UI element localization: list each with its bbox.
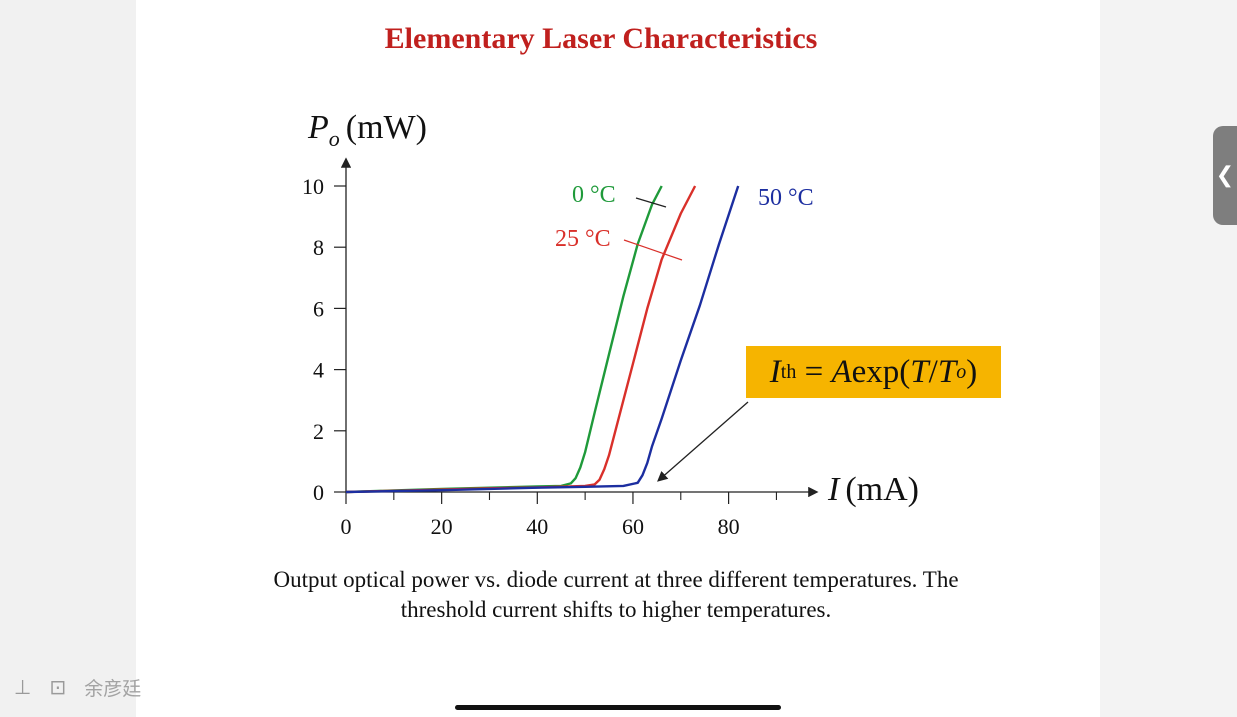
slide: Elementary Laser Characteristics Po (mW) … [136, 0, 1100, 717]
x-tick-label: 20 [431, 514, 453, 539]
series-label-25c: 25 °C [555, 226, 611, 252]
x-tick-label: 60 [622, 514, 644, 539]
x-axis-label-main: I [827, 471, 841, 508]
y-tick-label: 2 [313, 419, 324, 444]
y-tick-label: 4 [313, 358, 324, 383]
caption-line-1: Output optical power vs. diode current a… [273, 567, 959, 592]
formula-to-sub: o [956, 360, 967, 383]
x-tick-label: 0 [341, 514, 352, 539]
left-margin [0, 0, 136, 717]
y-axis-label-sub: o [329, 126, 340, 151]
series-line-2 [345, 185, 740, 494]
chevron-left-icon: ❮ [1215, 163, 1235, 188]
formula-a: A [831, 353, 852, 390]
y-axis-label: Po (mW) [307, 109, 427, 151]
slide-title: Elementary Laser Characteristics [384, 22, 818, 55]
bottom-toolbar: ⊥ ⊡ 余彦廷 [14, 672, 141, 702]
caption-line-2: threshold current shifts to higher tempe… [400, 597, 832, 622]
series-label-50c: 50 °C [758, 185, 814, 211]
series-line-0 [345, 185, 663, 494]
y-axis-label-unit: (mW) [346, 109, 427, 146]
home-indicator[interactable] [455, 705, 781, 710]
pin-icon[interactable]: ⊥ [14, 675, 32, 699]
formula-to: T [937, 353, 957, 390]
chart-axes [340, 157, 819, 498]
x-tick-label: 40 [526, 514, 548, 539]
right-margin [1100, 0, 1237, 717]
formula-close: ) [966, 353, 978, 390]
formula-slash: / [928, 353, 938, 390]
formula-t: T [910, 353, 929, 390]
y-tick-label: 10 [302, 174, 324, 199]
x-tick-label: 80 [718, 514, 740, 539]
leader-line-0c [635, 197, 667, 208]
chart-ticks: 0 2 4 6 8 10 0 20 40 60 80 [302, 174, 777, 539]
formula-equals: = [796, 353, 832, 390]
formula-exp: exp( [851, 353, 911, 390]
screen-record-icon[interactable]: ⊡ [49, 675, 67, 699]
slide-caption: Output optical power vs. diode current a… [176, 565, 1056, 625]
x-axis-label: I (mA) [827, 471, 919, 508]
author-name: 余彦廷 [84, 677, 142, 700]
leader-line-25c [623, 239, 683, 261]
y-tick-label: 8 [313, 235, 324, 260]
threshold-arrow [657, 401, 749, 482]
formula-sub: th [780, 360, 797, 383]
expand-panel-button[interactable]: ❮ [1213, 126, 1237, 225]
series-label-0c: 0 °C [572, 182, 616, 208]
chart-series [345, 185, 740, 494]
y-tick-label: 6 [313, 296, 324, 321]
x-axis-label-unit: (mA) [845, 471, 919, 508]
y-axis-label-main: P [307, 109, 329, 146]
formula-i: I [769, 353, 781, 390]
y-tick-label: 0 [313, 480, 324, 505]
